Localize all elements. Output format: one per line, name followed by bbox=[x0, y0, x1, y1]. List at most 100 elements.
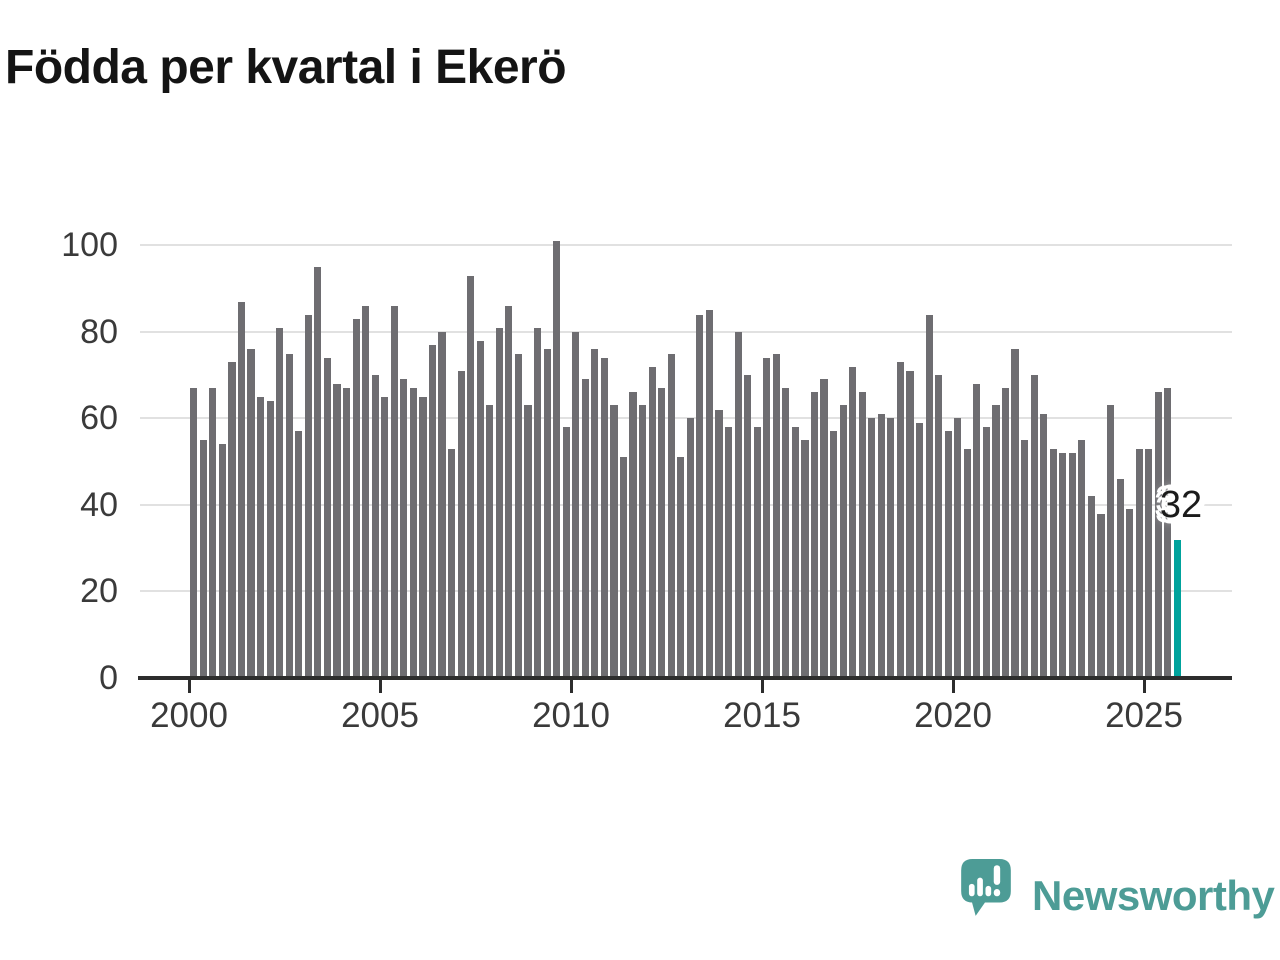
bar-quarter bbox=[572, 331, 580, 679]
x-axis-tick-mark-2015 bbox=[760, 680, 764, 693]
bar-quarter bbox=[209, 388, 217, 679]
newsworthy-logo: Newsworthy bbox=[960, 858, 1275, 920]
bar-quarter bbox=[467, 275, 475, 679]
bar-quarter bbox=[1001, 388, 1010, 679]
bar-quarter bbox=[801, 440, 809, 679]
bar-quarter bbox=[982, 427, 990, 679]
gridline-y-20 bbox=[140, 590, 1232, 593]
bar-quarter bbox=[935, 375, 943, 679]
bar-quarter bbox=[1135, 448, 1143, 679]
bar-quarter bbox=[1164, 388, 1172, 679]
bar-quarter bbox=[1126, 509, 1134, 679]
bar-quarter bbox=[533, 327, 542, 679]
x-axis-tick-label-2020: 2020 bbox=[914, 696, 992, 735]
x-axis-tick-mark-2000 bbox=[187, 680, 191, 693]
bar-quarter bbox=[629, 392, 637, 679]
bar-quarter bbox=[419, 396, 427, 679]
bar-quarter bbox=[973, 383, 981, 679]
bar-quarter bbox=[925, 314, 933, 679]
bar-quarter bbox=[915, 422, 924, 679]
bar-quarter bbox=[390, 305, 398, 679]
bar-quarter bbox=[810, 392, 819, 679]
bar-quarter bbox=[839, 405, 847, 679]
x-axis-tick-label-2025: 2025 bbox=[1105, 696, 1183, 735]
bar-quarter bbox=[562, 427, 570, 679]
bar-quarter bbox=[1145, 448, 1153, 679]
bar-quarter bbox=[304, 314, 312, 679]
bar-quarter bbox=[295, 431, 303, 679]
bar-quarter bbox=[849, 366, 857, 679]
bar-quarter bbox=[237, 301, 246, 679]
bar-quarter bbox=[1059, 453, 1067, 679]
bar-quarter bbox=[677, 457, 685, 679]
highlight-value-label: 32 bbox=[1159, 484, 1203, 526]
y-axis-tick-label-0: 0 bbox=[99, 659, 118, 697]
x-axis-tick-mark-2005 bbox=[378, 680, 382, 693]
bar-highlight-latest-quarter bbox=[1173, 539, 1181, 679]
bar-quarter bbox=[581, 379, 589, 679]
x-axis-tick-mark-2025 bbox=[1142, 680, 1146, 693]
bar-quarter bbox=[715, 409, 723, 679]
x-axis-tick-label-2000: 2000 bbox=[150, 696, 228, 735]
bar-quarter bbox=[190, 388, 198, 679]
bar-quarter bbox=[428, 344, 437, 679]
bar-quarter bbox=[266, 401, 274, 679]
bar-quarter bbox=[257, 396, 265, 679]
bar-quarter bbox=[218, 444, 226, 679]
x-axis-tick-label-2015: 2015 bbox=[723, 696, 801, 735]
bar-quarter bbox=[963, 448, 971, 679]
bar-quarter bbox=[858, 392, 866, 679]
bar-quarter bbox=[1106, 405, 1115, 679]
x-axis-tick-label-2010: 2010 bbox=[532, 696, 610, 735]
bar-quarter bbox=[352, 318, 360, 679]
bar-quarter bbox=[323, 357, 332, 679]
bar-quarter bbox=[887, 418, 895, 679]
bar-quarter bbox=[448, 448, 456, 679]
bar-quarter bbox=[314, 266, 322, 679]
bar-quarter bbox=[438, 331, 446, 679]
bar-quarter bbox=[610, 405, 618, 679]
bar-quarter bbox=[1030, 375, 1038, 679]
bar-quarter bbox=[457, 370, 465, 679]
x-axis-line bbox=[138, 676, 1232, 680]
bar-quarter bbox=[619, 457, 628, 679]
gridline-y-40 bbox=[140, 503, 1232, 506]
bar-quarter bbox=[686, 418, 694, 679]
bar-quarter bbox=[543, 349, 551, 679]
bar-quarter bbox=[820, 379, 828, 679]
bar-quarter bbox=[782, 388, 790, 679]
bar-quarter bbox=[1068, 453, 1076, 679]
bar-quarter bbox=[772, 353, 780, 679]
bar-quarter bbox=[639, 405, 647, 679]
x-axis-tick-label-2005: 2005 bbox=[341, 696, 419, 735]
bar-quarter bbox=[371, 375, 379, 679]
newsworthy-logo-text: Newsworthy bbox=[1032, 872, 1275, 919]
bar-quarter bbox=[944, 431, 952, 679]
bar-quarter bbox=[1154, 392, 1162, 679]
bar-quarter bbox=[1040, 414, 1048, 679]
bar-quarter bbox=[992, 405, 1000, 679]
bar-quarter bbox=[648, 366, 656, 679]
bar-quarter bbox=[734, 331, 742, 679]
bar-quarter bbox=[495, 327, 503, 679]
bar-quarter bbox=[753, 427, 761, 679]
bar-quarter bbox=[505, 305, 513, 679]
y-axis-tick-label-80: 80 bbox=[80, 312, 118, 351]
bar-quarter bbox=[896, 362, 905, 679]
bar-quarter bbox=[763, 357, 771, 679]
chart-title: Födda per kvartal i Ekerö bbox=[5, 41, 567, 94]
bar-quarter bbox=[724, 427, 733, 679]
bar-quarter bbox=[906, 370, 914, 679]
bar-quarter bbox=[285, 353, 293, 679]
bar-quarter bbox=[877, 414, 885, 679]
bar-quarter bbox=[667, 353, 675, 679]
bar-quarter bbox=[696, 314, 704, 679]
x-axis-tick-mark-2020 bbox=[951, 680, 955, 693]
bar-quarter bbox=[1021, 440, 1029, 679]
bar-quarter bbox=[476, 340, 484, 679]
bar-quarter bbox=[1097, 513, 1105, 679]
bar-quarter bbox=[553, 241, 561, 679]
bar-quarter bbox=[276, 327, 284, 679]
